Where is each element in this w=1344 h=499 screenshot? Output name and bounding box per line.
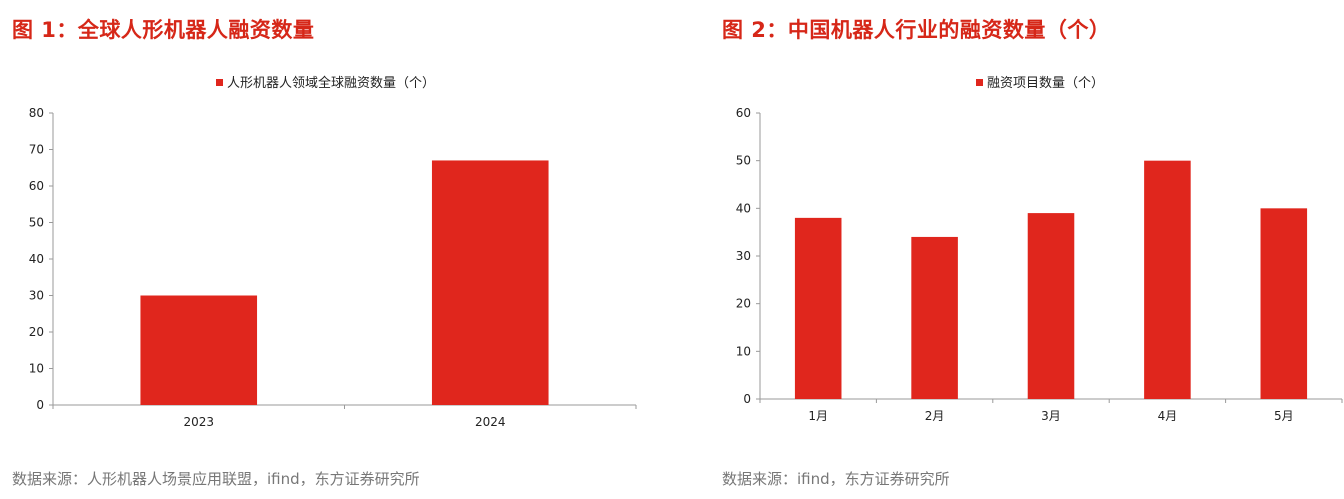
figure-1-source: 数据来源：人形机器人场景应用联盟，ifind，东方证券研究所 bbox=[12, 470, 420, 488]
bar bbox=[1260, 208, 1308, 399]
y-tick-label: 10 bbox=[29, 362, 44, 376]
y-tick-label: 10 bbox=[736, 344, 751, 358]
figure-2-title: 图 2：中国机器人行业的融资数量（个） bbox=[722, 18, 1111, 42]
y-tick-label: 30 bbox=[736, 249, 751, 263]
x-tick-label: 1月 bbox=[808, 409, 828, 423]
y-tick-label: 0 bbox=[743, 392, 751, 406]
y-tick-label: 40 bbox=[736, 201, 751, 215]
y-tick-label: 60 bbox=[736, 106, 751, 120]
legend-swatch bbox=[976, 79, 983, 86]
figure-2-bar-chart: 0 10 20 30 40 50 60 1月 2月 3月 4月 5月 bbox=[736, 106, 1343, 423]
bar bbox=[1144, 160, 1191, 399]
figure-2-source: 数据来源：ifind，东方证券研究所 bbox=[722, 470, 950, 488]
x-tick-label: 5月 bbox=[1274, 409, 1294, 423]
x-tick-label: 2月 bbox=[925, 409, 945, 423]
bar bbox=[911, 236, 958, 399]
y-tick-label: 30 bbox=[29, 289, 44, 303]
bar bbox=[431, 160, 549, 405]
figure-1-legend: 人形机器人领域全球融资数量（个） bbox=[216, 72, 435, 91]
y-tick-label: 70 bbox=[29, 143, 44, 157]
x-tick-label: 2023 bbox=[183, 415, 214, 429]
legend-label: 融资项目数量（个） bbox=[987, 76, 1105, 91]
figure-1-bar-chart: 0 10 20 30 40 50 60 70 80 2023 2024 bbox=[29, 106, 637, 429]
legend-label: 人形机器人领域全球融资数量（个） bbox=[227, 76, 436, 91]
bar bbox=[794, 217, 842, 399]
y-tick-label: 60 bbox=[29, 179, 44, 193]
y-tick-label: 20 bbox=[736, 297, 751, 311]
figure-1-panel: 图 1：全球人形机器人融资数量 人形机器人领域全球融资数量（个） 0 10 20 30… bbox=[12, 18, 637, 488]
x-tick-label: 4月 bbox=[1158, 409, 1178, 423]
y-tick-label: 40 bbox=[29, 252, 44, 266]
y-tick-label: 50 bbox=[29, 216, 44, 230]
y-tick-label: 50 bbox=[736, 154, 751, 168]
figure-2-panel: 图 2：中国机器人行业的融资数量（个） 融资项目数量（个） 0 10 20 30 40 5… bbox=[710, 0, 1344, 499]
figure-1-title: 图 1：全球人形机器人融资数量 bbox=[12, 18, 315, 42]
figure-2-legend: 融资项目数量（个） bbox=[976, 72, 1104, 91]
bar bbox=[1027, 213, 1075, 399]
bar bbox=[140, 295, 258, 405]
x-tick-label: 3月 bbox=[1041, 409, 1061, 423]
y-tick-label: 20 bbox=[29, 325, 44, 339]
x-tick-label: 2024 bbox=[475, 415, 506, 429]
y-tick-label: 80 bbox=[29, 106, 44, 120]
y-tick-label: 0 bbox=[36, 398, 44, 412]
legend-swatch bbox=[216, 79, 223, 86]
